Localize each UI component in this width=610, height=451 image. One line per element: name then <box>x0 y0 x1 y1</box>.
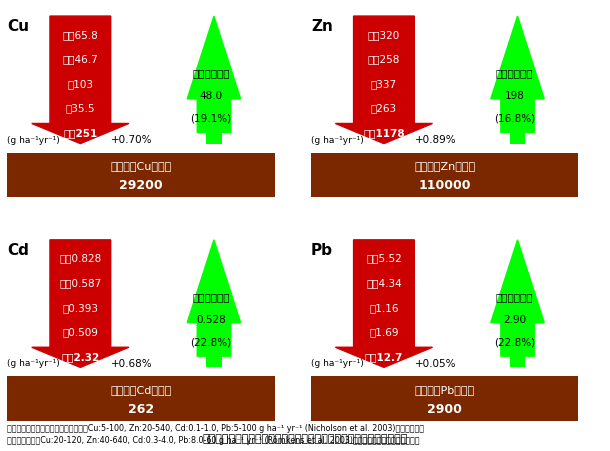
FancyBboxPatch shape <box>311 377 578 421</box>
Text: +0.89%: +0.89% <box>415 135 456 145</box>
Text: 作物吸収合計: 作物吸収合計 <box>496 69 533 78</box>
Text: 262: 262 <box>128 402 154 415</box>
Text: 作物吸収合計: 作物吸収合計 <box>192 292 229 302</box>
Text: 鶏0.509: 鶏0.509 <box>62 327 98 337</box>
Polygon shape <box>32 240 129 368</box>
Text: (19.1%): (19.1%) <box>190 113 231 123</box>
Text: 0.528: 0.528 <box>196 314 226 324</box>
Polygon shape <box>32 17 129 144</box>
Text: 合計251: 合計251 <box>63 128 98 138</box>
FancyBboxPatch shape <box>206 356 221 368</box>
Text: 肉牛4.34: 肉牛4.34 <box>366 278 402 288</box>
Text: 豚337: 豚337 <box>371 79 397 89</box>
Text: 豚0.393: 豚0.393 <box>62 302 98 312</box>
FancyBboxPatch shape <box>7 377 274 421</box>
FancyBboxPatch shape <box>311 153 578 198</box>
Text: 表層土壌Zn現存量: 表層土壌Zn現存量 <box>414 161 475 171</box>
Text: 豚1.16: 豚1.16 <box>369 302 399 312</box>
Text: 豚103: 豚103 <box>67 79 93 89</box>
Text: 合計1178: 合計1178 <box>363 128 405 138</box>
FancyBboxPatch shape <box>510 133 525 144</box>
Text: 肉牛0.587: 肉牛0.587 <box>59 278 101 288</box>
Text: 198: 198 <box>504 91 525 101</box>
FancyBboxPatch shape <box>7 153 274 198</box>
Text: 表層土壌Cd現存量: 表層土壌Cd現存量 <box>110 384 171 394</box>
FancyBboxPatch shape <box>206 133 221 144</box>
Text: 肉牛46.7: 肉牛46.7 <box>62 54 98 64</box>
Text: 鶏1.69: 鶏1.69 <box>369 327 399 337</box>
Polygon shape <box>491 17 544 133</box>
Polygon shape <box>336 17 432 144</box>
Text: +0.70%: +0.70% <box>111 135 152 145</box>
Text: 乳牛65.8: 乳牛65.8 <box>62 30 98 40</box>
Text: Cd: Cd <box>7 243 29 258</box>
Text: 2.90: 2.90 <box>503 314 526 324</box>
Text: Pb: Pb <box>311 243 333 258</box>
Polygon shape <box>187 240 240 356</box>
Text: 48.0: 48.0 <box>199 91 223 101</box>
Text: 作物吸収合計: 作物吸収合計 <box>192 69 229 78</box>
Text: (g ha⁻¹yr⁻¹): (g ha⁻¹yr⁻¹) <box>311 359 364 368</box>
Text: 肉牛258: 肉牛258 <box>368 54 400 64</box>
Text: 合計2.32: 合計2.32 <box>61 351 99 361</box>
Text: +0.68%: +0.68% <box>111 358 152 368</box>
Text: 図１　我が国の草地飼料畑単位面積あたりの重金属の投入量と収奪量: 図１ 我が国の草地飼料畑単位面積あたりの重金属の投入量と収奪量 <box>203 433 407 443</box>
Polygon shape <box>491 240 544 356</box>
Text: 110000: 110000 <box>418 179 471 192</box>
Text: この他に、大気からの沈着量として、Cu:5-100, Zn:20-540, Cd:0.1-1.0, Pb:5-100 g ha⁻¹ yr⁻¹ (Nicholso: この他に、大気からの沈着量として、Cu:5-100, Zn:20-540, Cd… <box>7 423 425 444</box>
Text: 表層土壌Pb現存量: 表層土壌Pb現存量 <box>415 384 475 394</box>
Text: (22.8%): (22.8%) <box>190 336 231 346</box>
Text: 合計12.7: 合計12.7 <box>365 351 403 361</box>
Text: (22.8%): (22.8%) <box>494 336 535 346</box>
Text: (g ha⁻¹yr⁻¹): (g ha⁻¹yr⁻¹) <box>311 135 364 144</box>
Text: Cu: Cu <box>7 19 29 34</box>
Text: (16.8%): (16.8%) <box>494 113 535 123</box>
Text: 表層土壌Cu現存量: 表層土壌Cu現存量 <box>110 161 171 171</box>
Text: 乳牛320: 乳牛320 <box>368 30 400 40</box>
Text: 29200: 29200 <box>119 179 163 192</box>
Text: Zn: Zn <box>311 19 333 34</box>
Text: 乳牛0.828: 乳牛0.828 <box>59 253 101 263</box>
Text: 鶏35.5: 鶏35.5 <box>66 103 95 113</box>
Text: 作物吸収合計: 作物吸収合計 <box>496 292 533 302</box>
Text: (g ha⁻¹yr⁻¹): (g ha⁻¹yr⁻¹) <box>7 359 60 368</box>
Text: 鶏263: 鶏263 <box>371 103 397 113</box>
Polygon shape <box>336 240 432 368</box>
FancyBboxPatch shape <box>510 356 525 368</box>
Text: +0.05%: +0.05% <box>415 358 456 368</box>
Text: 2900: 2900 <box>427 402 462 415</box>
Text: (g ha⁻¹yr⁻¹): (g ha⁻¹yr⁻¹) <box>7 135 60 144</box>
Polygon shape <box>187 17 240 133</box>
Text: 乳牛5.52: 乳牛5.52 <box>366 253 402 263</box>
